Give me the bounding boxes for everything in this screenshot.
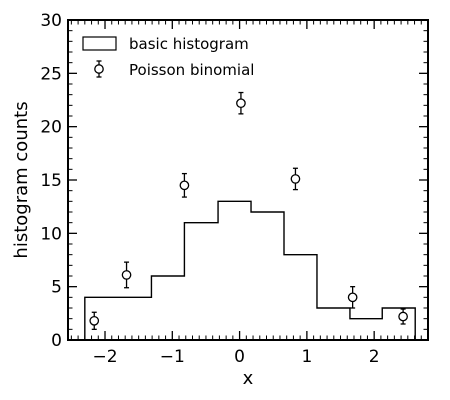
- poisson-point: [89, 311, 100, 330]
- x-tick-label: 2: [369, 347, 380, 367]
- y-tick-label: 25: [40, 64, 62, 84]
- histogram-step-line: [84, 200, 416, 340]
- poisson-point: [121, 261, 132, 289]
- x-axis-label: x: [243, 368, 254, 389]
- point-marker: [89, 315, 100, 326]
- poisson-point: [290, 167, 301, 191]
- y-tick-label: 20: [40, 118, 62, 138]
- y-tick-label: 10: [40, 224, 62, 244]
- x-tick-label: 0: [234, 347, 245, 367]
- legend-histogram-label: basic histogram: [129, 35, 249, 53]
- point-marker: [121, 270, 132, 280]
- point-marker: [347, 292, 358, 303]
- y-axis-label: histogram counts: [11, 101, 32, 258]
- y-tick-label: 15: [40, 171, 62, 191]
- poisson-point: [398, 308, 408, 325]
- point-marker: [398, 311, 408, 322]
- legend-histogram-swatch: [82, 36, 117, 51]
- poisson-point: [179, 172, 190, 198]
- y-tick-label: 30: [40, 11, 62, 31]
- legend-marker: [94, 64, 104, 74]
- x-tick-label: −2: [92, 347, 117, 367]
- y-tick-label: 5: [51, 278, 62, 298]
- poisson-points-layer: [89, 91, 408, 330]
- x-tick-label: 1: [301, 347, 312, 367]
- poisson-point: [347, 286, 358, 309]
- legend-poisson-swatch: [94, 60, 104, 78]
- point-marker: [236, 98, 246, 109]
- legend: basic histogram Poisson binomial: [82, 35, 254, 79]
- poisson-point: [236, 91, 246, 115]
- histogram-layer: [84, 200, 416, 340]
- legend-poisson-label: Poisson binomial: [129, 61, 254, 79]
- point-marker: [179, 180, 190, 191]
- y-tick-label: 0: [51, 331, 62, 351]
- point-marker: [290, 174, 301, 184]
- x-tick-label: −1: [160, 347, 185, 367]
- plot-frame: [67, 19, 429, 341]
